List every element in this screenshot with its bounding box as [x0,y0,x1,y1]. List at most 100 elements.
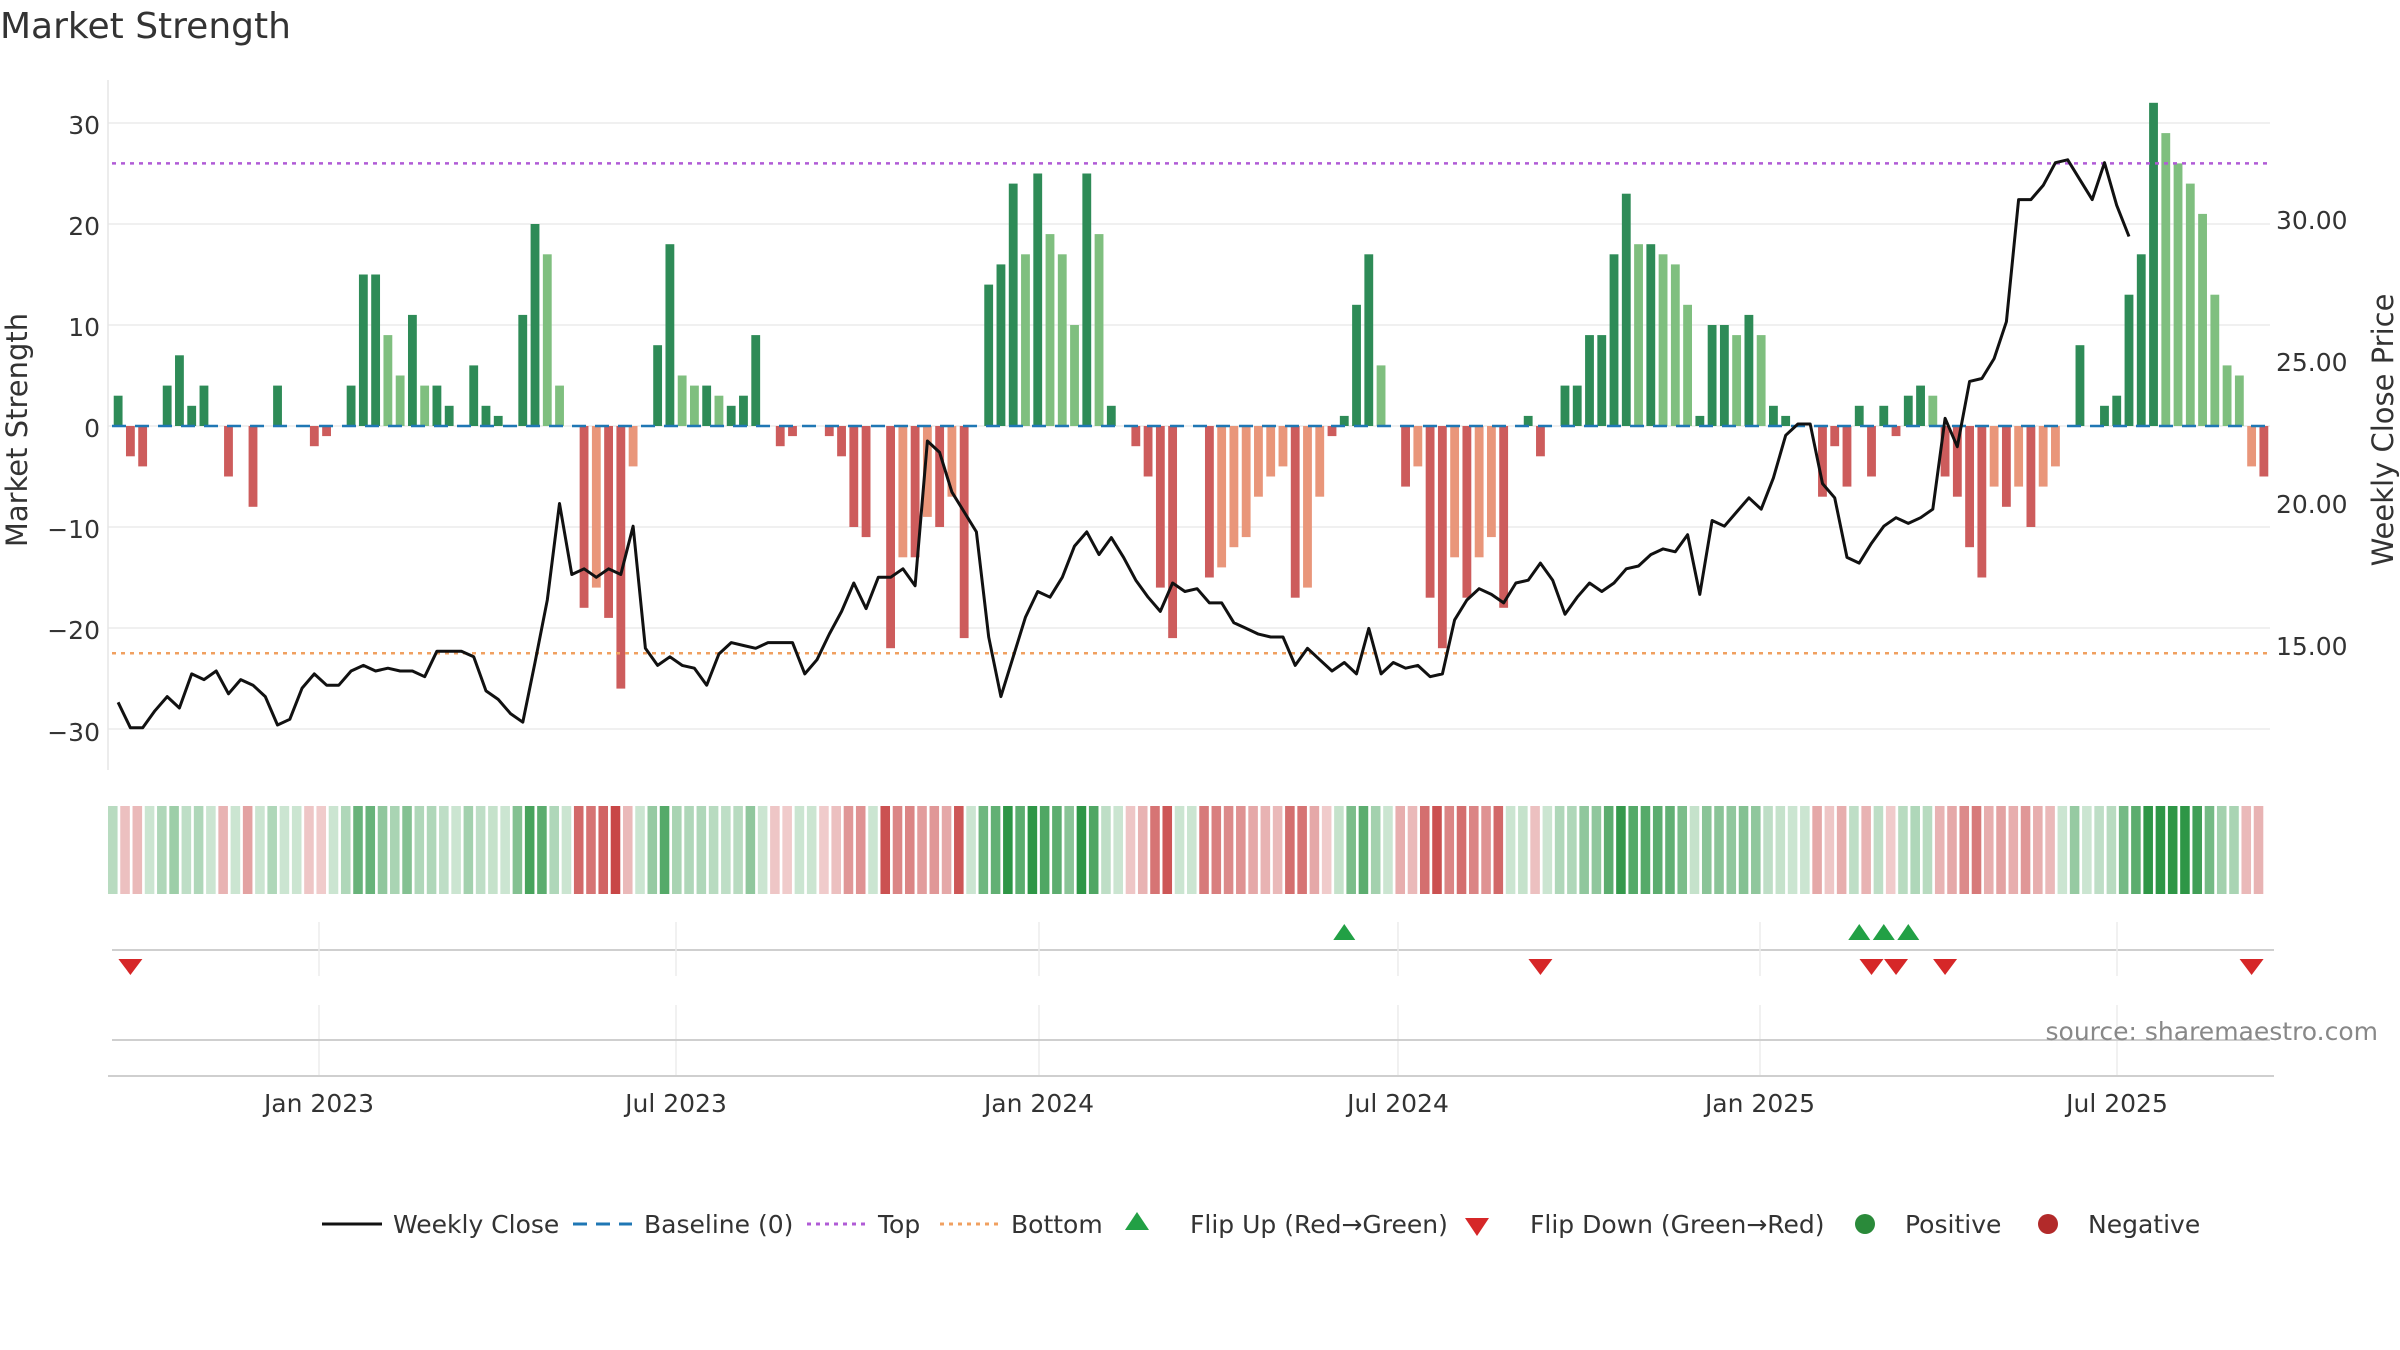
flip-up-marker [1848,924,1871,940]
strength-bar [309,426,319,447]
heat-cell [733,806,743,894]
heat-cell [1849,806,1859,894]
left-y-axis: 30 20 10 0 −10 −20 −30 [47,111,100,747]
flip-down-marker [1884,959,1909,975]
strength-bar [1842,426,1852,487]
strength-bar [1266,426,1276,477]
weekly-close-line [116,158,2131,730]
strength-bar [1940,426,1950,477]
strength-bar [1315,426,1325,497]
heat-cell [1824,806,1835,894]
positive-icon [1855,1214,1875,1234]
heat-cell [1162,806,1173,894]
strength-bar [395,375,405,426]
heat-cell [1003,806,1013,894]
y-tick-left: 20 [68,212,100,241]
strength-bar [1928,395,1938,426]
heat-cell [1959,806,1970,894]
heat-cell [1836,806,1847,894]
strength-bar [2210,294,2220,426]
heat-cell [1358,806,1369,894]
heat-cell [475,806,486,894]
heat-cell [978,806,989,894]
heat-cell [1125,806,1136,894]
heat-cell [1419,806,1430,894]
heat-cell [549,806,559,894]
heat-cell [880,806,891,894]
heat-cell [1812,806,1822,894]
flip-down-marker [2239,959,2264,975]
heat-cell [2057,806,2068,894]
heat-cell [1714,806,1724,894]
heat-cell [108,806,118,894]
strength-bar [714,395,724,426]
heat-cell [1922,806,1933,894]
strength-bar [1278,426,1288,467]
heat-cell [794,806,805,894]
strength-bar [1695,415,1705,426]
heat-cell [488,806,498,894]
strength-bar [1597,335,1607,426]
heat-cell [782,806,792,894]
strength-bar [383,335,393,426]
strength-bar [371,274,381,426]
heat-cell [377,806,388,894]
heat-cell [426,806,437,894]
heat-cell [1493,806,1504,894]
strength-bar [1339,415,1349,426]
heat-cell [1898,806,1908,894]
strength-bar [1082,173,1092,426]
strength-bar [1413,426,1423,467]
strength-bar [1744,314,1754,426]
strength-heat-strip [108,806,2264,894]
x-tick: Jul 2025 [2064,1089,2168,1118]
heat-cell [831,806,841,894]
heat-cell [1383,806,1393,894]
y-tick-left: −20 [47,616,100,645]
strength-bar [2112,395,2122,426]
strength-bar [591,426,601,588]
strength-bar [849,426,859,527]
y-tick-left: 30 [68,111,100,140]
heat-cell [1677,806,1688,894]
strength-bar [1707,325,1717,426]
legend-label: Top [877,1210,920,1239]
strength-bar [910,426,920,558]
strength-bar [444,405,454,426]
heat-cell [1260,806,1271,894]
strength-bar [469,365,479,426]
heat-cell [1640,806,1651,894]
strength-bar [837,426,846,457]
strength-bar [616,426,626,689]
heat-cell [941,806,952,894]
heat-cell [2167,806,2178,894]
heat-cell [843,806,854,894]
heat-cell [1150,806,1160,894]
right-y-axis: 30.00 25.00 20.00 15.00 [2276,206,2348,661]
heat-cell [2155,806,2166,894]
heat-cell [1910,806,1920,894]
heat-cell [537,806,547,894]
strength-bar [1143,426,1153,477]
strength-bar [1204,426,1214,578]
heat-cell [218,806,228,894]
strength-bar [2222,365,2232,426]
y-tick-left: −10 [47,515,100,544]
heat-cell [1223,806,1234,894]
heat-cell [647,806,658,894]
heat-cell [1285,806,1295,894]
heat-cell [365,806,376,894]
heat-cell [1567,806,1577,894]
heat-cell [1505,806,1516,894]
heat-cell [586,806,596,894]
strength-bar [1155,426,1165,588]
heat-cell [1088,806,1099,894]
flip-panel-gridlines [112,922,2274,976]
heat-cell [1027,806,1038,894]
strength-bar [1879,405,1889,426]
heat-cell [917,806,927,894]
strength-bar [1867,426,1876,477]
heat-cell [1628,806,1638,894]
heat-cell [1652,806,1663,894]
heat-cell [1236,806,1246,894]
